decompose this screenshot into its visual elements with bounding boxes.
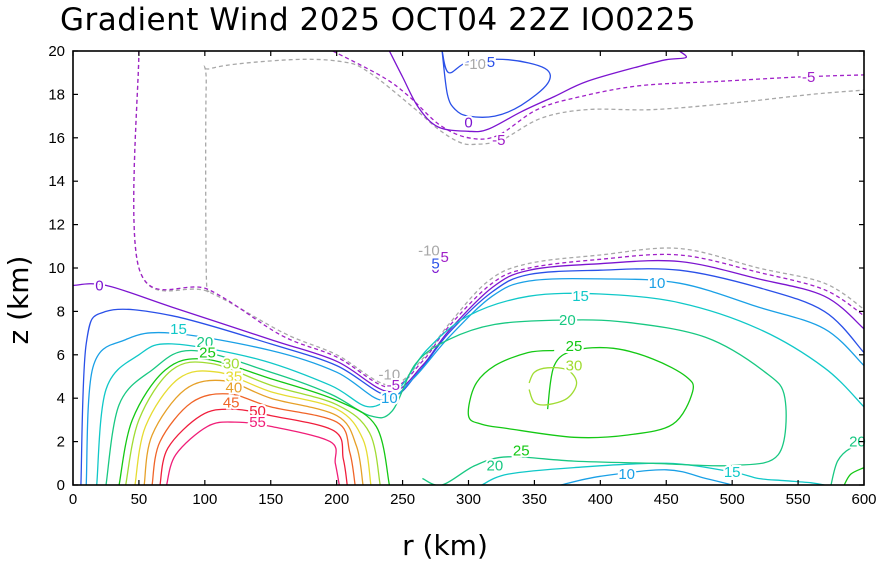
contour-line-35-0 [134,370,372,485]
y-tick-label-6: 6 [57,347,65,364]
contour-label-40: 40 [225,379,242,396]
contour-label-25: 25 [199,345,216,362]
contour-label--5: -5 [492,132,505,149]
contour-line-0-0 [73,259,864,393]
y-tick-label-10: 10 [48,260,65,277]
contour-label-10: 10 [381,390,398,407]
y-tick-label-8: 8 [57,303,65,320]
contour-label-30: 30 [223,355,240,372]
contour-line-20-0 [105,319,787,485]
contour-line--5-0 [133,51,864,389]
x-tick-label-0: 0 [69,491,77,508]
contour-line-30-0 [125,361,381,485]
contour-label-0: 0 [95,277,103,294]
contour-line-25-0 [118,358,391,485]
x-tick-label-250: 250 [390,491,415,508]
contour-label-15: 15 [572,288,589,305]
contour-line-30-1 [528,367,578,406]
x-tick-label-450: 450 [654,491,679,508]
contour-label--5: -5 [802,69,815,86]
contour-line--10-1 [203,58,864,293]
x-tick-label-350: 350 [522,491,547,508]
contour-lines [73,51,864,485]
contour-label-55: 55 [249,414,266,431]
y-tick-label-20: 20 [48,43,65,60]
contour-label-35: 35 [225,369,242,386]
contour-label-30: 30 [566,358,583,375]
contour-line-25-1 [467,346,695,439]
contour-line-50-0 [159,408,348,485]
contour-label-5: 5 [487,54,495,71]
contour-line-25-2 [843,467,864,485]
contour-label--5: -5 [435,249,448,266]
contour-label-10: 10 [649,275,666,292]
x-tick-label-150: 150 [258,491,283,508]
contour-label-0: 0 [464,115,472,132]
contour-label-25: 25 [566,338,583,355]
contour-label-20: 20 [559,312,576,329]
y-axis-title: z (km) [2,256,35,345]
contour-label-25: 25 [513,442,530,459]
contour-line-55-0 [165,421,340,485]
contour-label-5: 5 [431,256,439,273]
y-tick-label-12: 12 [48,217,65,234]
y-tick-label-14: 14 [48,173,65,190]
y-tick-label-18: 18 [48,86,65,103]
contour-label-0: 0 [431,260,439,277]
x-tick-label-500: 500 [720,491,745,508]
contour-label-45: 45 [223,395,240,412]
contour-label--5: -5 [387,377,400,394]
contour-label--10: -10 [464,56,486,73]
contour-label-10: 10 [618,466,635,483]
contour-line-15-0 [96,292,864,485]
plot-area: -10-10-10-5-5-5-500055101010151515202020… [48,43,876,508]
contour-line--5-1 [332,51,864,140]
x-tick-label-50: 50 [131,491,148,508]
x-axis-title: r (km) [402,529,488,561]
contour-line-0-1 [388,51,688,133]
contour-label-20: 20 [487,457,504,474]
contour-line-10-1 [560,469,733,485]
x-tick-label-600: 600 [851,491,876,508]
contour-line--10-0 [133,51,864,386]
x-tick-label-200: 200 [324,491,349,508]
y-tick-label-0: 0 [57,477,65,494]
contour-line-20-1 [830,445,864,485]
contour-label--10: -10 [379,366,401,383]
x-tick-label-300: 300 [456,491,481,508]
contour-line-10-0 [85,277,864,485]
contour-label-20: 20 [196,334,213,351]
contour-line-5-0 [80,268,864,485]
chart-title: Gradient Wind 2025 OCT04 22Z IO0225 [60,2,696,38]
y-tick-label-16: 16 [48,130,65,147]
contour-line-5-1 [441,51,551,118]
contour-label-15: 15 [724,464,741,481]
contour-label--10: -10 [418,243,440,260]
contour-line-15-1 [481,462,825,485]
contour-label-20: 20 [849,434,866,451]
contour-line-45-0 [151,393,356,485]
y-tick-label-2: 2 [57,434,65,451]
contour-label-50: 50 [249,403,266,420]
contour-label-15: 15 [170,321,187,338]
x-tick-label-400: 400 [588,491,613,508]
x-tick-label-550: 550 [786,491,811,508]
contour-line-40-0 [143,379,364,485]
x-tick-label-100: 100 [192,491,217,508]
y-tick-label-4: 4 [57,390,65,407]
